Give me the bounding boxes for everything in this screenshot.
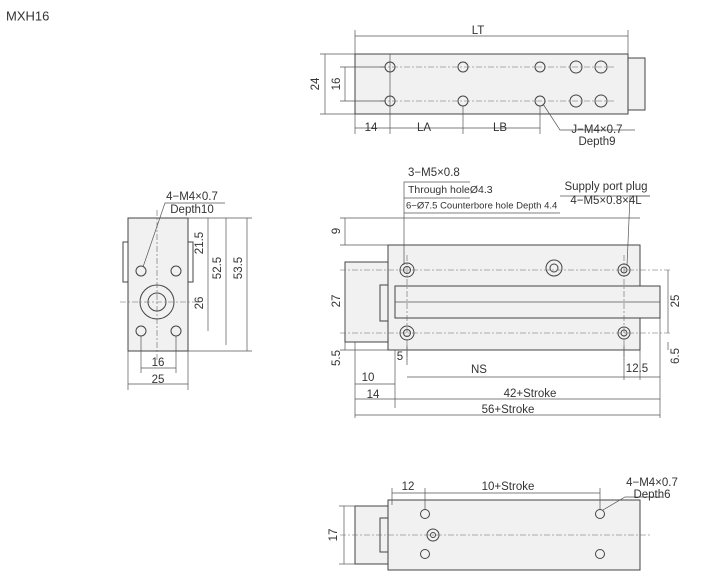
note: Depth9 [578,136,615,148]
outline [379,284,389,322]
dim-label: 16 [331,78,343,91]
hole [430,532,436,538]
hole [595,549,605,559]
dim-label: 6.5 [670,348,682,364]
dim-label: 14 [367,389,380,401]
note: Depth10 [170,204,213,216]
bottom-view: 12 10+Stroke 4−M4×0.7 Depth6 17 [328,477,678,571]
dimension-line [542,103,635,131]
dim-label: 12.5 [626,363,648,375]
hole [135,265,147,277]
dim-label: 9 [331,228,343,234]
dim-label: 5 [397,351,403,363]
hole [594,94,608,108]
note: Supply port plug [564,181,647,193]
dim-label: LB [493,122,507,134]
dim-label: 42+Stroke [504,388,557,400]
dim-label: 25 [670,295,682,308]
hole [594,60,608,74]
dim-label: 21.5 [194,232,206,254]
outline [187,241,194,283]
top-view: LT 24 16 14 LA LB J−M4×0.7 Depth9 [310,25,646,148]
dim-label: 26 [194,297,206,310]
hole [549,263,559,273]
dim-label: 10+Stroke [482,481,535,493]
dim-label: 14 [365,122,378,134]
note: 4−M4×0.7 [166,191,218,203]
note: Through holeØ4.3 [408,184,493,196]
dim-label: 5.5 [331,350,343,366]
note: 4−M5×0.8×4L [570,195,642,207]
note: J−M4×0.7 [571,124,622,136]
outline [354,53,629,115]
dimension-line [602,496,662,511]
front-view: 3−M5×0.8 Through holeØ4.3 6−Ø7.5 Counter… [331,167,682,418]
note: 6−Ø7.5 Counterbore hole Depth 4.4 [406,201,557,212]
dim-label: 17 [328,529,340,542]
dimension-line [142,202,225,268]
dim-label: 53.5 [233,257,245,279]
side-view: 4−M4×0.7 Depth10 21.5 52.5 53.5 26 16 25 [120,191,252,390]
outline [344,261,389,343]
dim-label: 27 [331,295,343,308]
dim-label: 16 [152,357,165,369]
hole [170,265,182,277]
dim-label: LT [472,25,485,37]
model-title: MXH16 [6,8,49,23]
outline [122,241,129,283]
note: Depth6 [633,489,670,501]
dim-label: 12 [402,481,415,493]
dim-label: 24 [310,77,322,90]
hole [595,509,605,519]
dim-label: 56+Stroke [482,404,535,416]
hole [420,549,430,559]
dim-label: 10 [362,372,375,384]
dim-label: LA [417,122,431,134]
note: 4−M4×0.7 [626,477,678,489]
hole [420,509,430,519]
dim-label: NS [471,364,487,376]
dim-label: 52.5 [212,257,224,279]
dim-label: 25 [152,374,165,386]
note: 3−M5×0.8 [408,167,460,179]
outline [127,217,189,352]
dimension-line [403,181,470,265]
outline [354,505,389,565]
hole [545,259,563,277]
outline [627,57,646,111]
